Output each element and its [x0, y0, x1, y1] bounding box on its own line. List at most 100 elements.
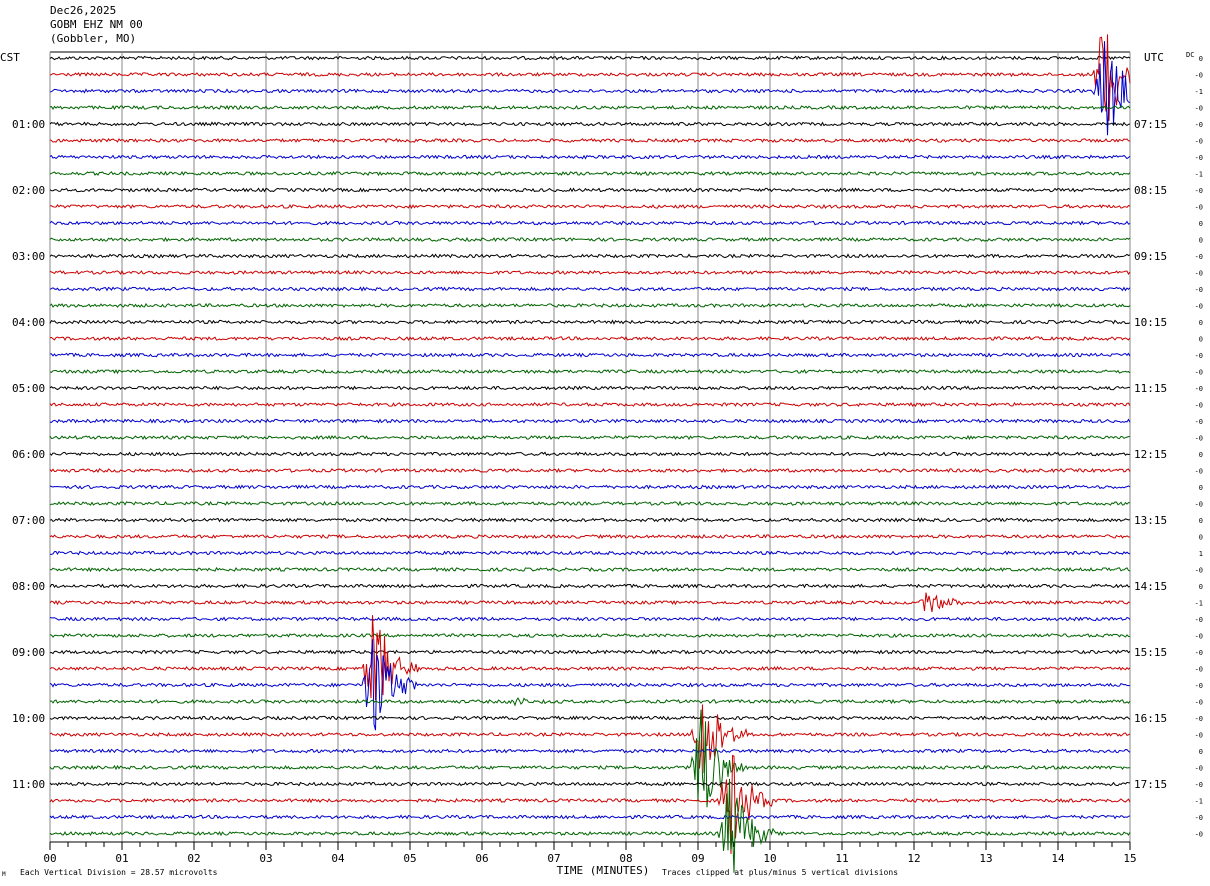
seismic-trace [49, 533, 1131, 539]
dc-offset-label: 0 [1199, 451, 1203, 459]
dc-offset-label: 0 [1199, 55, 1203, 63]
seismic-trace [49, 385, 1131, 391]
seismic-trace [49, 715, 1131, 721]
seismic-trace [49, 451, 1131, 457]
x-tick-label: 09 [691, 852, 704, 865]
dc-offset-label: 0 [1199, 319, 1203, 327]
utc-hour-label: 17:15 [1134, 778, 1167, 791]
seismic-trace [49, 566, 1131, 573]
dc-offset-label: -1 [1195, 600, 1203, 608]
cst-hour-label: 09:00 [12, 646, 45, 659]
x-tick-label: 11 [835, 852, 848, 865]
dc-offset-label: 1 [1199, 550, 1203, 558]
seismic-trace [49, 170, 1131, 177]
seismic-trace [49, 286, 1131, 292]
x-tick-label: 14 [1051, 852, 1065, 865]
x-tick-label: 10 [763, 852, 776, 865]
seismic-trace [49, 484, 1131, 490]
dc-offset-label: -0 [1195, 187, 1203, 195]
dc-offset-label: -0 [1195, 765, 1203, 773]
dc-offset-label: -0 [1195, 352, 1203, 360]
x-tick-label: 00 [43, 852, 56, 865]
utc-hour-label: 09:15 [1134, 250, 1167, 263]
seismic-trace [49, 592, 1131, 613]
seismic-trace [49, 781, 1131, 787]
seismic-trace [49, 709, 1131, 808]
seismic-trace [49, 41, 1131, 136]
dc-offset-label: -0 [1195, 286, 1203, 294]
dc-offset-label: -0 [1195, 204, 1203, 212]
dc-offset-label: -0 [1195, 121, 1203, 129]
seismic-trace [49, 34, 1131, 121]
dc-offset-label: -0 [1195, 303, 1203, 311]
utc-hour-label: 14:15 [1134, 580, 1167, 593]
seismic-trace [49, 187, 1131, 193]
seismic-trace [49, 615, 1131, 701]
dc-offset-label: -0 [1195, 633, 1203, 641]
right-axis-title: UTC [1144, 51, 1164, 64]
utc-hour-label: 13:15 [1134, 514, 1167, 527]
dc-offset-label: -0 [1195, 501, 1203, 509]
dc-offset-label: 0 [1199, 534, 1203, 542]
seismic-trace [49, 104, 1131, 111]
seismic-trace [49, 748, 1131, 754]
utc-hour-label: 08:15 [1134, 184, 1167, 197]
seismic-trace [49, 319, 1131, 325]
seismic-trace [49, 550, 1131, 556]
seismic-trace [49, 401, 1131, 408]
cst-hour-label: 11:00 [12, 778, 45, 791]
dc-offset-label: 0 [1199, 237, 1203, 245]
dc-offset-label: -0 [1195, 616, 1203, 624]
seismic-trace [49, 616, 1131, 622]
seismic-trace [49, 704, 1131, 774]
dc-offset-label: -0 [1195, 385, 1203, 393]
seismic-trace [49, 639, 1131, 731]
seismic-trace [49, 467, 1131, 474]
utc-hour-label: 15:15 [1134, 646, 1167, 659]
dc-offset-label: 0 [1199, 220, 1203, 228]
seismic-trace [49, 236, 1131, 243]
cst-hour-label: 02:00 [12, 184, 45, 197]
x-tick-label: 01 [115, 852, 128, 865]
dc-offset-label: 0 [1199, 748, 1203, 756]
dc-offset-label: -0 [1195, 666, 1203, 674]
seismic-trace [49, 253, 1131, 259]
dc-offset-label: -0 [1195, 435, 1203, 443]
seismic-trace [50, 203, 1131, 210]
corner-mark: M [2, 871, 6, 878]
seismic-trace [49, 418, 1131, 424]
utc-hour-label: 11:15 [1134, 382, 1167, 395]
cst-hour-label: 08:00 [12, 580, 45, 593]
x-axis-title: TIME (MINUTES) [557, 864, 650, 877]
clip-note: Traces clipped at plus/minus 5 vertical … [662, 868, 898, 877]
x-tick-label: 05 [403, 852, 416, 865]
cst-hour-label: 07:00 [12, 514, 45, 527]
seismic-trace [49, 269, 1131, 276]
dc-offset-label: -0 [1195, 567, 1203, 575]
dc-offset-label: -0 [1195, 715, 1203, 723]
x-tick-label: 02 [187, 852, 200, 865]
dc-offset-label: 0 [1199, 336, 1203, 344]
seismic-trace [49, 814, 1131, 820]
seismic-trace [49, 754, 1131, 855]
x-tick-label: 07 [547, 852, 560, 865]
x-tick-label: 04 [331, 852, 345, 865]
x-tick-label: 12 [907, 852, 920, 865]
x-tick-label: 15 [1123, 852, 1136, 865]
dc-offset-label: -0 [1195, 682, 1203, 690]
dc-offset-label: -0 [1195, 105, 1203, 113]
cst-hour-label: 01:00 [12, 118, 45, 131]
dc-offset-label: -1 [1195, 798, 1203, 806]
dc-offset-label: -0 [1195, 154, 1203, 162]
seismic-trace [49, 500, 1130, 507]
dc-label: DC [1186, 51, 1194, 59]
dc-offset-label: 0 [1199, 517, 1203, 525]
dc-offset-label: -0 [1195, 732, 1203, 740]
dc-offset-label: -0 [1195, 814, 1203, 822]
seismic-trace [49, 697, 1131, 707]
utc-hour-label: 16:15 [1134, 712, 1167, 725]
x-tick-label: 06 [475, 852, 488, 865]
dc-offset-label: -0 [1195, 138, 1203, 146]
